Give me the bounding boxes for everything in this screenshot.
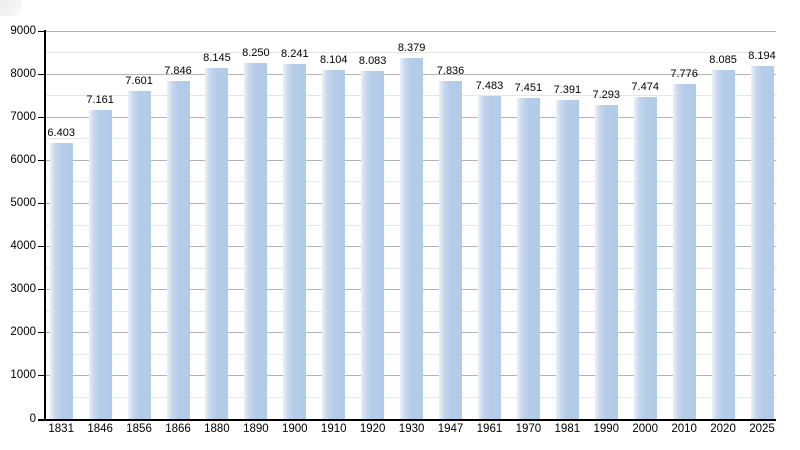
bar-1970 xyxy=(516,97,540,420)
bar-value-label: 8.250 xyxy=(242,47,270,60)
bar-1856 xyxy=(127,91,151,420)
y-tick-label: 1000 xyxy=(10,369,36,382)
x-tick-label: 1900 xyxy=(282,423,308,435)
x-tick-label: 1970 xyxy=(515,423,542,435)
bar-value-label: 7.474 xyxy=(631,80,659,93)
x-tick-label: 2020 xyxy=(710,423,736,435)
bar-1846 xyxy=(88,110,112,420)
y-tick-label: 8000 xyxy=(10,67,36,80)
major-gridline xyxy=(46,30,776,32)
bar-value-label: 8.379 xyxy=(397,41,426,54)
x-tick-label: 1890 xyxy=(243,423,269,435)
x-tick-label: 1880 xyxy=(204,423,230,435)
x-tick-label: 1930 xyxy=(398,423,425,435)
bar-2000 xyxy=(633,96,657,420)
x-tick-label: 2010 xyxy=(671,423,697,435)
y-tick xyxy=(38,116,44,118)
bar-1981 xyxy=(555,100,579,420)
bar-1930 xyxy=(400,57,424,420)
bar-1866 xyxy=(166,80,190,420)
bar-1900 xyxy=(283,63,307,420)
y-tick xyxy=(38,375,44,377)
bar-value-label: 7.836 xyxy=(436,65,465,78)
bar-2020 xyxy=(711,70,735,420)
y-tick-label: 4000 xyxy=(10,240,36,253)
bar-value-label: 8.085 xyxy=(709,54,737,67)
bar-1990 xyxy=(594,104,618,420)
bar-value-label: 7.161 xyxy=(86,94,114,107)
y-tick xyxy=(38,246,44,248)
x-axis-line xyxy=(38,419,776,421)
y-tick-label: 3000 xyxy=(10,283,36,296)
bar-value-label: 7.601 xyxy=(125,75,153,88)
bar-value-label: 8.104 xyxy=(319,53,348,66)
y-tick-label: 5000 xyxy=(10,196,36,209)
bar-1961 xyxy=(477,96,501,420)
bar-value-label: 7.451 xyxy=(514,81,543,94)
x-tick-label: 1856 xyxy=(126,423,152,435)
y-tick xyxy=(38,73,44,75)
x-tick-label: 1990 xyxy=(593,423,620,435)
bar-1947 xyxy=(439,81,463,420)
x-tick-label: 1961 xyxy=(476,423,503,435)
corner-artifact xyxy=(0,0,22,16)
y-tick-label: 6000 xyxy=(10,153,36,166)
y-tick-label: 9000 xyxy=(10,24,36,37)
bar-value-label: 8.194 xyxy=(748,49,776,62)
bar-value-label: 6.403 xyxy=(47,126,75,139)
bar-value-label: 7.846 xyxy=(164,64,192,77)
y-tick xyxy=(38,202,44,204)
bar-value-label: 7.293 xyxy=(592,88,621,101)
x-tick-label: 1947 xyxy=(437,423,464,435)
x-tick-label: 1910 xyxy=(320,423,347,435)
y-tick-label: 0 xyxy=(29,412,36,425)
x-tick-label: 1846 xyxy=(87,423,113,435)
bar-value-label: 7.776 xyxy=(670,67,698,80)
bar-value-label: 8.145 xyxy=(203,51,231,64)
y-tick xyxy=(38,30,44,32)
x-tick-label: 1981 xyxy=(554,423,581,435)
bar-1880 xyxy=(205,67,229,420)
bar-value-label: 7.483 xyxy=(475,80,504,93)
bar-2010 xyxy=(672,83,696,420)
bar-1910 xyxy=(322,69,346,420)
bar-2025 xyxy=(750,65,774,420)
x-tick-label: 1866 xyxy=(165,423,191,435)
bar-1920 xyxy=(361,70,385,420)
y-tick xyxy=(38,289,44,291)
y-tick xyxy=(38,332,44,334)
bar-1831 xyxy=(49,142,73,420)
bar-1890 xyxy=(244,63,268,420)
bar-value-label: 8.083 xyxy=(358,54,387,67)
x-tick-label: 2025 xyxy=(749,423,775,435)
y-tick-label: 7000 xyxy=(10,110,36,123)
x-tick-label: 1920 xyxy=(359,423,386,435)
y-tick xyxy=(38,159,44,161)
y-axis-line xyxy=(44,30,46,421)
y-tick-label: 2000 xyxy=(10,326,36,339)
x-tick-label: 1831 xyxy=(48,423,74,435)
bar-value-label: 7.391 xyxy=(553,84,582,97)
x-tick-label: 2000 xyxy=(632,423,658,435)
minor-gridline xyxy=(46,52,776,54)
bar-value-label: 8.241 xyxy=(281,47,309,60)
